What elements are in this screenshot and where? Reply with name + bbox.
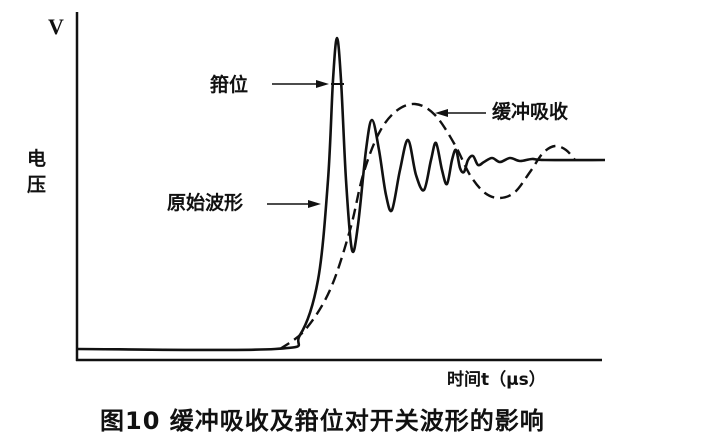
annotation-original-waveform: 原始波形 — [167, 192, 244, 214]
arrow-snubber — [435, 109, 486, 117]
x-axis-label: 时间t（μs） — [447, 370, 546, 390]
arrow-clamp — [272, 80, 329, 88]
annotation-clamp: 箝位 — [210, 74, 249, 96]
annotation-snubber: 缓冲吸收 — [492, 101, 569, 123]
figure-caption: 图10 缓冲吸收及箝位对开关波形的影响 — [100, 407, 545, 435]
arrow-original — [267, 200, 321, 208]
snubber-waveform-line — [279, 102, 576, 350]
y-axis-label: 电压 — [27, 148, 47, 196]
original-waveform-line — [76, 36, 606, 352]
y-unit-label: V — [48, 14, 64, 39]
